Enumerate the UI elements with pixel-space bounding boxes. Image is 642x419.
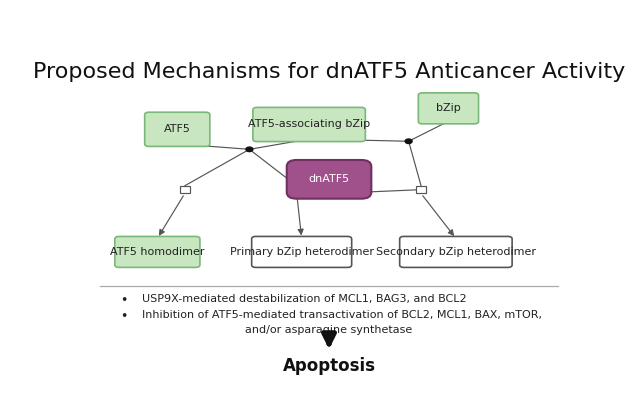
FancyBboxPatch shape bbox=[400, 236, 512, 267]
Text: ATF5 homodimer: ATF5 homodimer bbox=[110, 247, 205, 257]
Circle shape bbox=[405, 139, 412, 144]
FancyBboxPatch shape bbox=[287, 160, 371, 199]
FancyBboxPatch shape bbox=[416, 186, 426, 193]
FancyBboxPatch shape bbox=[419, 93, 478, 124]
FancyBboxPatch shape bbox=[144, 112, 210, 146]
FancyBboxPatch shape bbox=[253, 107, 365, 142]
FancyBboxPatch shape bbox=[115, 236, 200, 267]
FancyBboxPatch shape bbox=[291, 186, 302, 193]
Text: Proposed Mechanisms for dnATF5 Anticancer Activity: Proposed Mechanisms for dnATF5 Anticance… bbox=[33, 62, 625, 82]
Text: Inhibition of ATF5-mediated transactivation of BCL2, MCL1, BAX, mTOR,: Inhibition of ATF5-mediated transactivat… bbox=[143, 310, 542, 320]
FancyBboxPatch shape bbox=[252, 236, 352, 267]
Text: •: • bbox=[120, 294, 127, 307]
Circle shape bbox=[246, 147, 253, 152]
Text: and/or asparagine synthetase: and/or asparagine synthetase bbox=[245, 325, 413, 335]
FancyBboxPatch shape bbox=[180, 186, 190, 193]
Text: dnATF5: dnATF5 bbox=[308, 174, 350, 184]
Text: Primary bZip heterodimer: Primary bZip heterodimer bbox=[230, 247, 374, 257]
Text: USP9X-mediated destabilization of MCL1, BAG3, and BCL2: USP9X-mediated destabilization of MCL1, … bbox=[143, 294, 467, 304]
Text: Secondary bZip heterodimer: Secondary bZip heterodimer bbox=[376, 247, 536, 257]
Text: •: • bbox=[120, 310, 127, 323]
Text: ATF5-associating bZip: ATF5-associating bZip bbox=[248, 119, 370, 129]
Text: Apoptosis: Apoptosis bbox=[282, 357, 376, 375]
Text: ATF5: ATF5 bbox=[164, 124, 191, 134]
Text: bZip: bZip bbox=[436, 103, 461, 114]
